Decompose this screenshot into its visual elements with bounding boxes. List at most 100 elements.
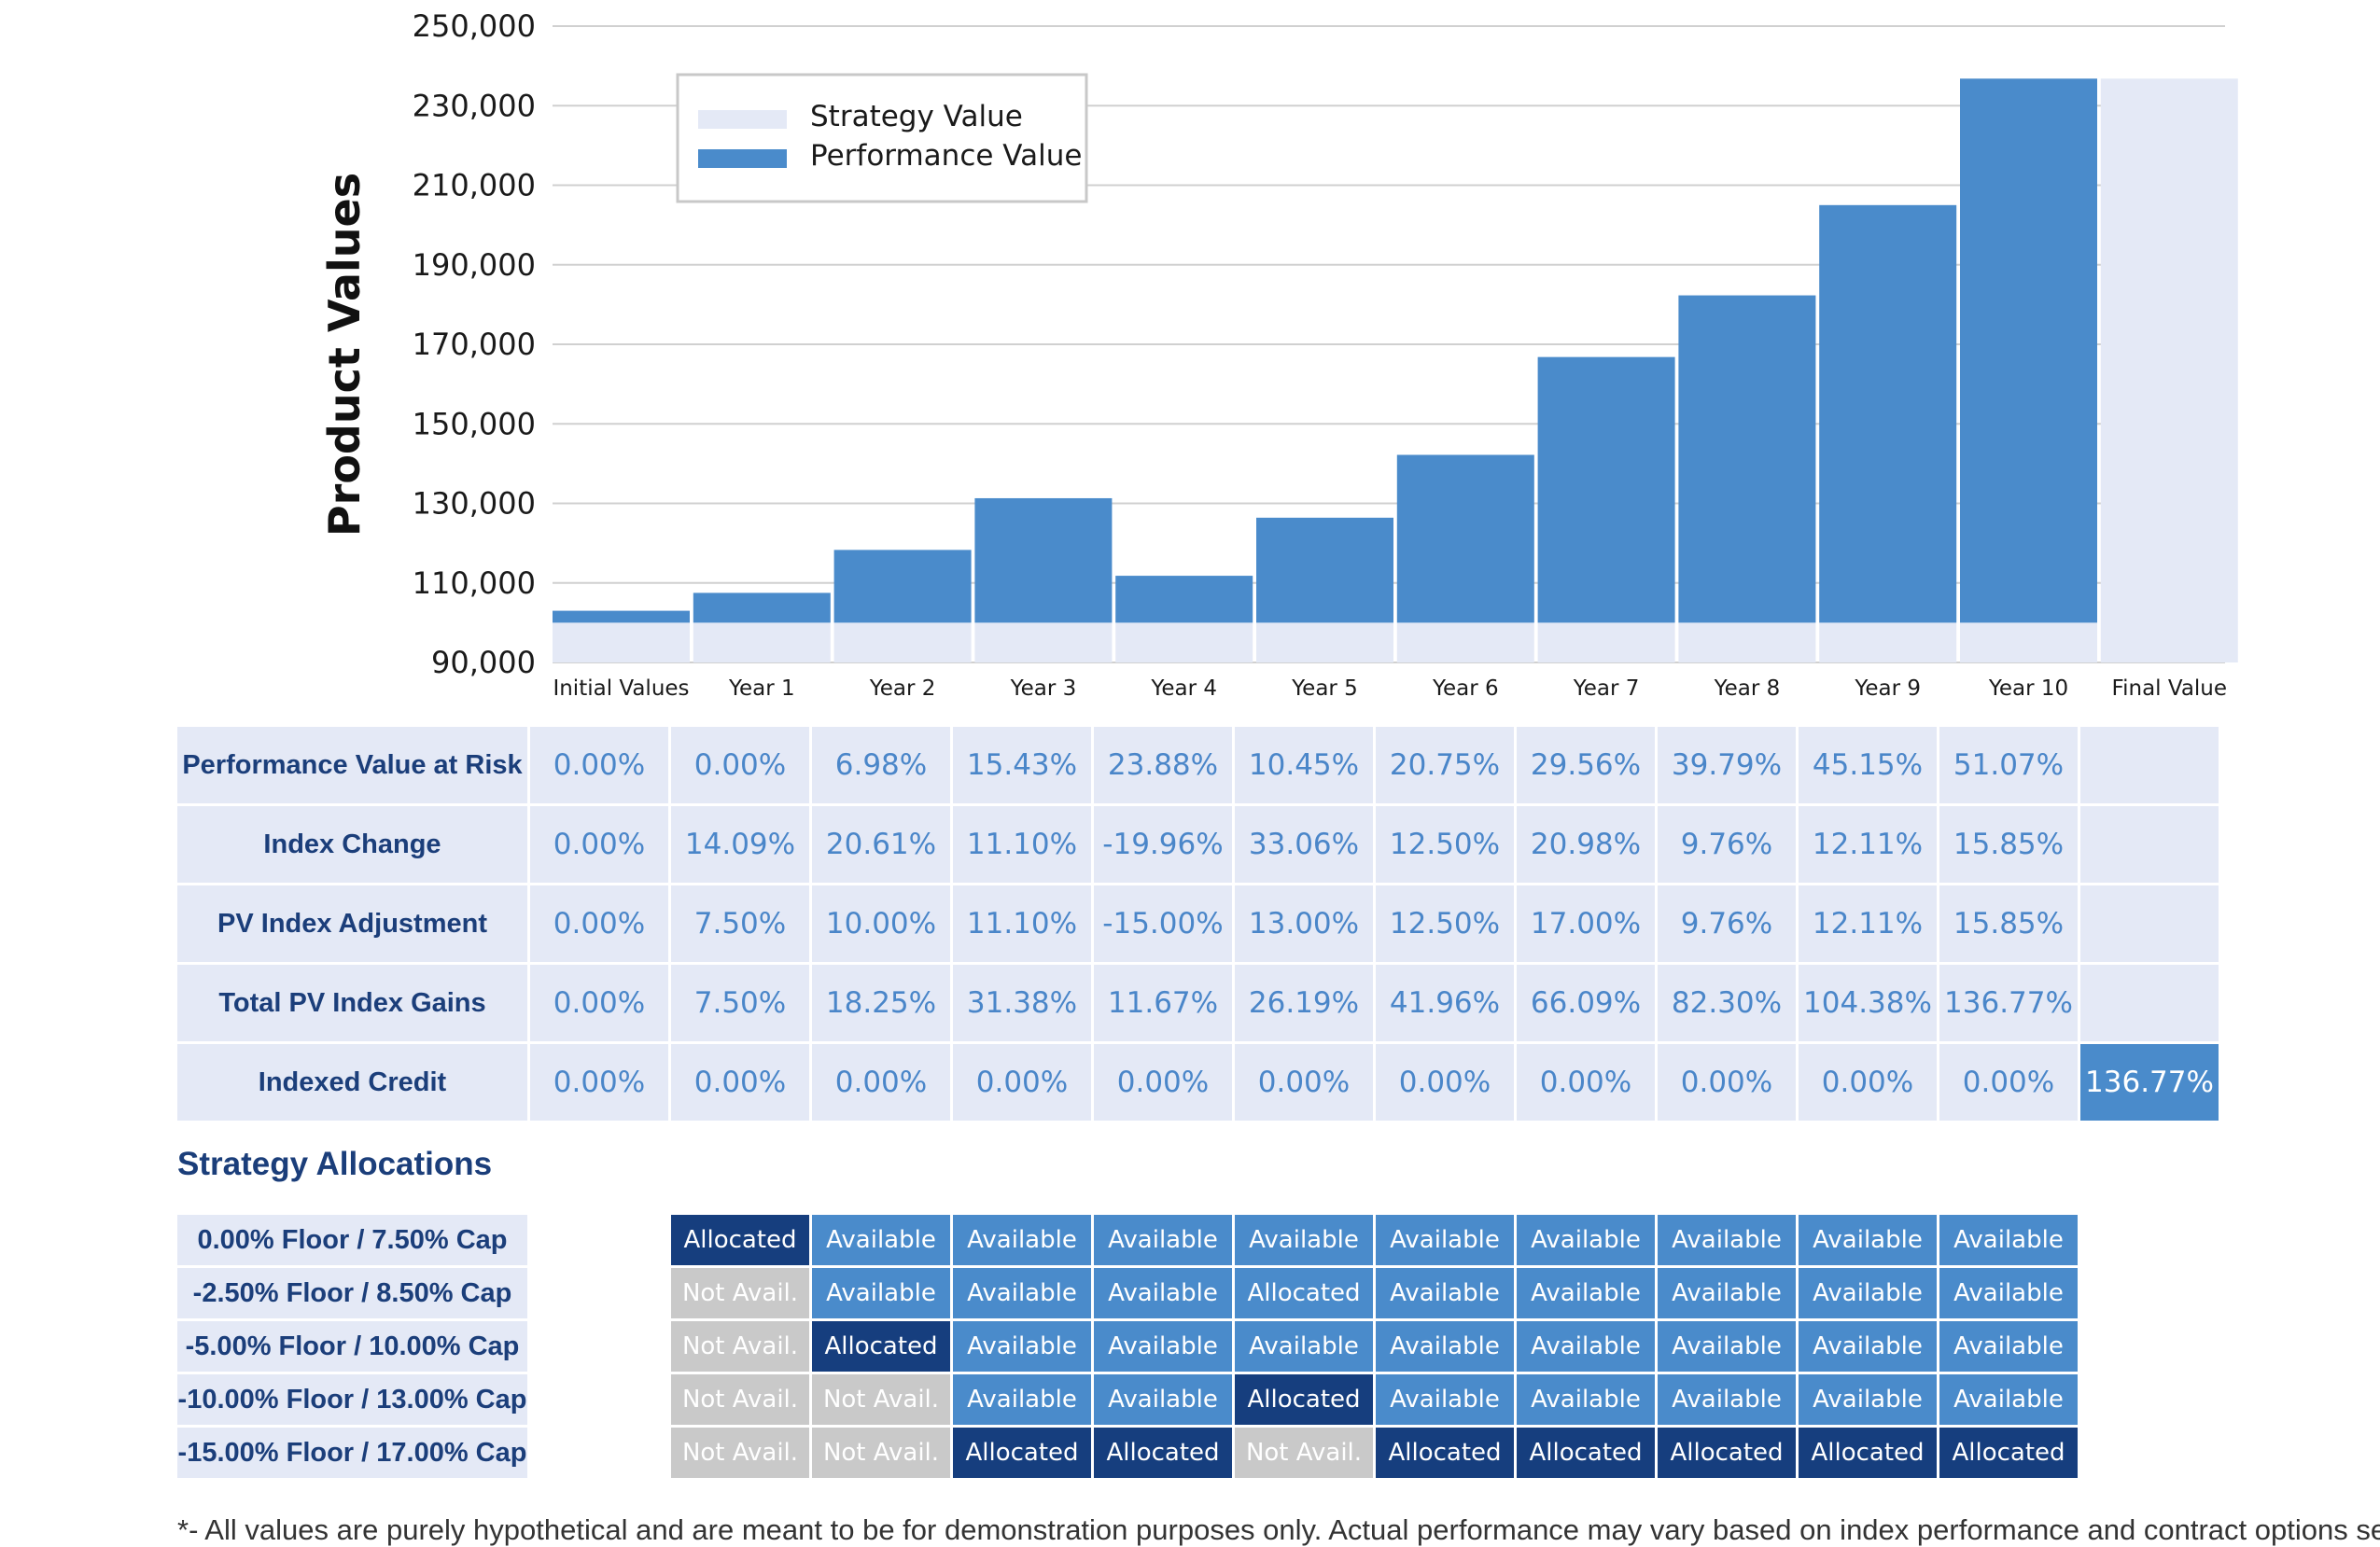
y-tick-label: 230,000 [413, 88, 536, 123]
allocation-cell-available: Allocated [1235, 1268, 1373, 1318]
allocation-cell-notavail: Not Avail. [812, 1428, 950, 1478]
metrics-cell: 15.43% [953, 727, 1091, 803]
metrics-cell: 17.00% [1517, 885, 1655, 962]
allocation-row-label: -15.00% Floor / 17.00% Cap [177, 1428, 527, 1478]
disclaimer-footnote: *- All values are purely hypothetical an… [177, 1513, 2380, 1546]
metrics-cell: 0.00% [1094, 1044, 1232, 1121]
x-category-label: Year 1 [728, 676, 795, 701]
allocation-cell-available: Available [1658, 1321, 1796, 1372]
allocation-cell-available: Available [1376, 1374, 1514, 1425]
y-tick-label: 110,000 [413, 565, 536, 601]
allocation-cell-available: Available [1517, 1268, 1655, 1318]
bar-strategy-value [693, 622, 831, 662]
metrics-cell: 12.50% [1376, 885, 1514, 962]
metrics-cell: 82.30% [1658, 965, 1796, 1041]
y-tick-label: 150,000 [413, 406, 536, 441]
metrics-cell: 66.09% [1517, 965, 1655, 1041]
metrics-cell: 11.67% [1094, 965, 1232, 1041]
allocation-cell-allocated: Allocated [953, 1428, 1091, 1478]
allocation-cell-notavail: Not Avail. [671, 1268, 809, 1318]
x-category-label: Year 5 [1291, 676, 1358, 701]
metrics-cell: 9.76% [1658, 885, 1796, 962]
allocation-spacer [527, 1428, 671, 1478]
metrics-cell: -15.00% [1094, 885, 1232, 962]
allocation-cell-available: Available [1517, 1215, 1655, 1265]
legend-swatch-strategy-value [698, 110, 787, 129]
x-category-label: Year 8 [1714, 676, 1781, 701]
y-tick-label: 190,000 [413, 247, 536, 283]
product-values-chart: 250,000 230,000 210,000 190,000 170,000 150,0… [319, 8, 2238, 701]
metrics-cell: 23.88% [1094, 727, 1232, 803]
allocation-cell-available: Available [812, 1268, 950, 1318]
metrics-row: PV Index Adjustment 0.00% 7.50% 10.00% 11.10… [177, 885, 2219, 962]
bar-performance-value [553, 610, 690, 623]
y-tick-label: 250,000 [413, 8, 536, 44]
metrics-cell: 13.00% [1235, 885, 1373, 962]
allocation-row: -10.00% Floor / 13.00% Cap Not Avail. Not … [177, 1374, 2080, 1425]
x-category-label: Year 7 [1573, 676, 1640, 701]
allocation-cell-available: Available [953, 1321, 1091, 1372]
allocation-cell-notavail: Not Avail. [671, 1374, 809, 1425]
metrics-cell [2080, 806, 2219, 883]
allocation-cell-available: Available [1658, 1374, 1796, 1425]
x-category-label: Initial Values [553, 676, 689, 701]
allocation-cell-available: Available [1939, 1374, 2078, 1425]
metrics-table: Performance Value at Risk 0.00% 0.00% 6.98%… [175, 724, 2221, 1123]
metrics-cell: 0.00% [953, 1044, 1091, 1121]
x-category-label: Year 3 [1010, 676, 1077, 701]
allocation-cell-available: Available [1376, 1268, 1514, 1318]
strategy-allocations-table: 0.00% Floor / 7.50% Cap Allocated Availabl… [177, 1215, 2080, 1481]
metrics-cell: 45.15% [1799, 727, 1937, 803]
bar-performance-value [1537, 356, 1675, 623]
allocation-cell-allocated: Allocated [1094, 1428, 1232, 1478]
allocation-cell-allocated: Allocated [1799, 1428, 1937, 1478]
strategy-allocations-title: Strategy Allocations [177, 1146, 493, 1182]
allocation-row-label: -2.50% Floor / 8.50% Cap [177, 1268, 527, 1318]
metrics-cell: 104.38% [1799, 965, 1937, 1041]
metrics-cell: 0.00% [671, 1044, 809, 1121]
allocation-spacer [527, 1321, 671, 1372]
allocation-cell-allocated: Allocated [1376, 1428, 1514, 1478]
metrics-cell: 15.85% [1939, 885, 2078, 962]
allocation-cell-available: Available [1939, 1268, 2078, 1318]
metrics-cell: 0.00% [1799, 1044, 1937, 1121]
metrics-cell: 136.77% [2080, 1044, 2219, 1121]
metrics-cell: 0.00% [1939, 1044, 2078, 1121]
metrics-cell: 7.50% [671, 885, 809, 962]
allocation-cell-available: Available [1939, 1215, 2078, 1265]
metrics-cell: 0.00% [530, 1044, 668, 1121]
bar-strategy-value [833, 622, 972, 662]
allocation-cell-available: Available [1658, 1215, 1796, 1265]
bar-performance-value [1115, 576, 1253, 623]
allocation-row-label: -10.00% Floor / 13.00% Cap [177, 1374, 527, 1425]
allocation-cell-allocated: Allocated [1517, 1428, 1655, 1478]
bar-performance-value [1819, 204, 1957, 623]
metrics-cell: 0.00% [812, 1044, 950, 1121]
allocation-cell-available: Available [1235, 1215, 1373, 1265]
metrics-cell: 7.50% [671, 965, 809, 1041]
allocation-cell-notavail: Not Avail. [1235, 1428, 1373, 1478]
x-category-label: Year 4 [1150, 676, 1217, 701]
allocation-cell-allocated: Allocated [671, 1215, 809, 1265]
y-tick-label: 170,000 [413, 327, 536, 362]
x-axis-labels: Initial Values Year 1 Year 2 Year 3 Year 4 Ye… [553, 676, 2227, 701]
allocation-cell-available: Available [1517, 1374, 1655, 1425]
allocation-cell-notavail: Not Avail. [812, 1374, 950, 1425]
metrics-row: Indexed Credit 0.00% 0.00% 0.00% 0.00% 0.00% 0… [177, 1044, 2219, 1121]
allocation-cell-allocated: Allocated [1939, 1428, 2078, 1478]
bar-performance-value [833, 550, 972, 623]
allocation-cell-available: Available [1376, 1321, 1514, 1372]
allocation-row-label: 0.00% Floor / 7.50% Cap [177, 1215, 527, 1265]
metrics-cell: 15.85% [1939, 806, 2078, 883]
metrics-cell: 6.98% [812, 727, 950, 803]
allocation-spacer [527, 1268, 671, 1318]
legend-box [676, 73, 1088, 203]
allocation-row-label: -5.00% Floor / 10.00% Cap [177, 1321, 527, 1372]
metrics-cell: 11.10% [953, 885, 1091, 962]
legend-label-performance-value: Performance Value [810, 139, 1082, 173]
metrics-cell [2080, 885, 2219, 962]
metrics-row-label: PV Index Adjustment [177, 885, 527, 962]
metrics-cell: 0.00% [530, 806, 668, 883]
metrics-cell: 0.00% [1658, 1044, 1796, 1121]
bar-performance-value [974, 497, 1113, 623]
